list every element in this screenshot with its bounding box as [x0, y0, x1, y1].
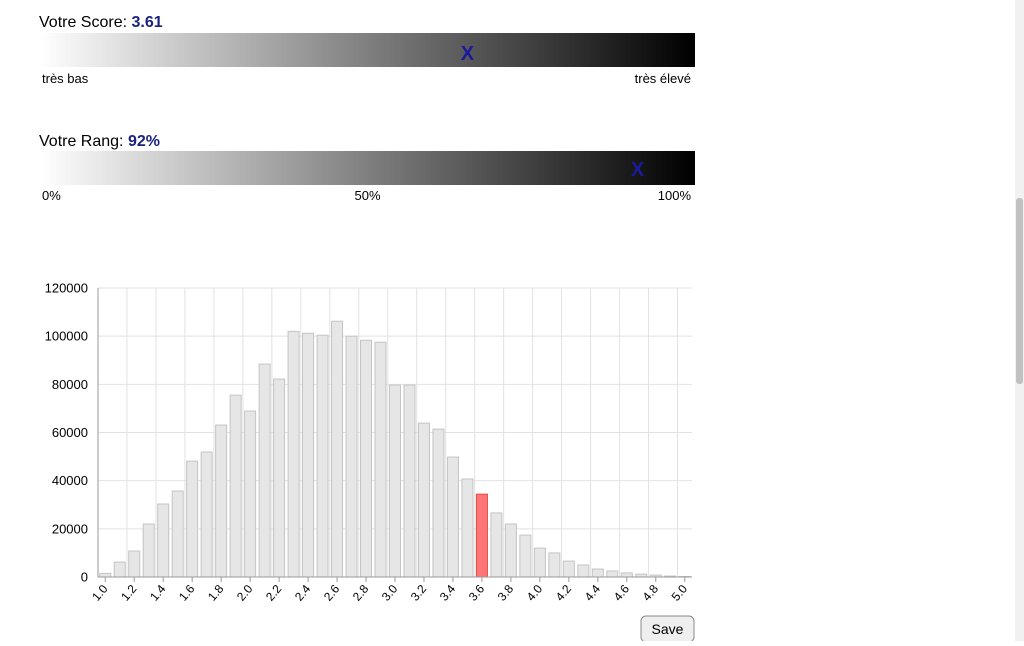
bar [491, 513, 502, 577]
bar [259, 364, 270, 577]
x-tick-label: 3.8 [495, 582, 517, 604]
bar [187, 461, 198, 577]
score-label: Votre Score: [39, 14, 127, 31]
x-tick-label: 4.4 [582, 582, 604, 604]
x-tick-label: 3.6 [466, 582, 488, 604]
x-tick-label: 2.6 [321, 582, 343, 604]
save-button-label[interactable]: Save [652, 621, 684, 637]
bar [361, 340, 372, 577]
y-tick-label: 60000 [52, 425, 88, 440]
x-tick-label: 4.2 [553, 582, 575, 604]
bar [114, 562, 125, 577]
bar [375, 342, 386, 577]
bar [143, 524, 154, 577]
bar [505, 524, 516, 577]
bar [129, 551, 140, 577]
bar [476, 494, 487, 577]
score-title: Votre Score: 3.61 [39, 14, 163, 31]
bar [520, 535, 531, 577]
score-low-label: très bas [42, 71, 89, 86]
x-tick-label: 2.2 [263, 582, 285, 604]
bar [563, 561, 574, 577]
bar [578, 565, 589, 577]
bar [621, 573, 632, 577]
y-tick-label: 80000 [52, 377, 88, 392]
score-value: 3.61 [132, 14, 163, 31]
x-tick-label: 3.0 [379, 582, 401, 604]
x-tick-label: 5.0 [669, 582, 691, 604]
rank-bar [40, 151, 695, 185]
bar [549, 553, 560, 577]
bar [100, 573, 111, 577]
x-tick-label: 2.8 [350, 582, 372, 604]
y-tick-label: 40000 [52, 473, 88, 488]
y-tick-label: 100000 [45, 329, 88, 344]
rank-tick-label: 0% [42, 188, 61, 203]
x-tick-label: 2.0 [234, 582, 256, 604]
bar [288, 331, 299, 577]
bar [317, 335, 328, 577]
rank-value: 92% [128, 133, 160, 150]
rank-title: Votre Rang: 92% [39, 133, 160, 150]
rank-tick-label: 50% [354, 188, 380, 203]
bar [216, 425, 227, 577]
x-tick-label: 4.8 [640, 582, 662, 604]
rank-marker: X [631, 159, 645, 181]
bar [447, 457, 458, 577]
score-marker: X [461, 43, 475, 65]
bar [607, 571, 618, 577]
rank-label: Votre Rang: [39, 133, 124, 150]
bar [230, 395, 241, 577]
y-tick-label: 120000 [45, 281, 88, 296]
y-tick-label: 0 [81, 570, 88, 585]
bar [201, 452, 212, 577]
bar [172, 491, 183, 577]
bar [158, 504, 169, 577]
bar [389, 385, 400, 577]
bar [592, 569, 603, 577]
bar [418, 423, 429, 577]
scrollbar-thumb[interactable] [1016, 198, 1023, 384]
x-tick-label: 1.6 [176, 582, 198, 604]
bar [462, 479, 473, 577]
x-tick-label: 1.4 [147, 582, 169, 604]
y-tick-label: 20000 [52, 521, 88, 536]
x-tick-label: 1.8 [205, 582, 227, 604]
x-tick-label: 2.4 [292, 582, 314, 604]
score-bar [40, 33, 695, 67]
x-tick-label: 1.0 [89, 582, 111, 604]
x-tick-label: 4.0 [524, 582, 546, 604]
rank-tick-label: 100% [658, 188, 692, 203]
x-tick-label: 3.2 [408, 582, 430, 604]
bar [245, 411, 256, 577]
bar [534, 548, 545, 577]
x-tick-label: 4.6 [611, 582, 633, 604]
score-high-label: très élevé [635, 71, 691, 86]
chart: 0% 50% 100% 0 20000 40000 60000 80000 100000 1200… [42, 188, 692, 604]
bar [303, 333, 314, 577]
bar [332, 321, 343, 577]
bar [433, 429, 444, 577]
x-tick-label: 3.4 [437, 582, 459, 604]
bar [346, 336, 357, 577]
bar [404, 385, 415, 577]
x-tick-label: 1.2 [118, 582, 140, 604]
bar [274, 379, 285, 577]
